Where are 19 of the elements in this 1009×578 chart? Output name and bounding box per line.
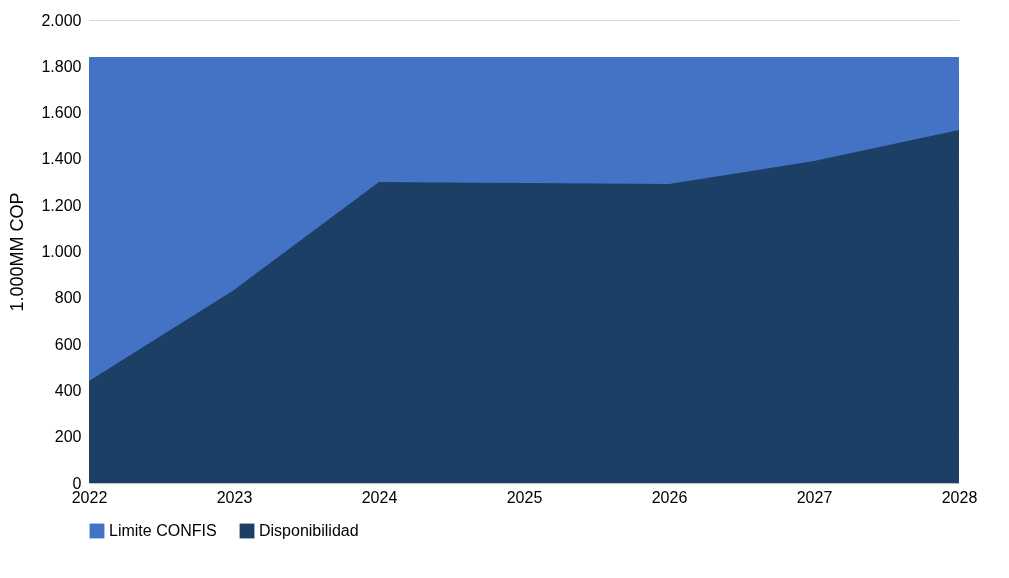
y-tick-label: 2.000 [41,11,82,29]
y-tick-label: 1.800 [41,57,82,75]
legend-label: Disponibilidad [259,522,359,539]
y-tick-label: 600 [54,335,82,353]
y-tick-label: 1.200 [41,196,82,214]
y-tick-label: 1.000 [41,243,82,260]
x-tick-label: 2027 [796,488,833,506]
y-tick-label: 1.400 [41,150,82,168]
x-tick-label: 2026 [651,488,688,506]
y-tick-label: 200 [54,428,82,446]
x-tick-label: 2025 [506,488,543,506]
x-tick-label: 2024 [361,488,398,506]
x-tick-label: 2023 [216,488,253,506]
y-tick-label: 1.600 [41,104,82,122]
y-tick-label: 400 [54,381,82,399]
y-tick-label: 800 [54,289,82,307]
legend-label: Limite CONFIS [109,522,217,539]
x-tick-label: 2028 [941,488,978,506]
y-axis-title: 1.000MM COP [7,192,28,312]
